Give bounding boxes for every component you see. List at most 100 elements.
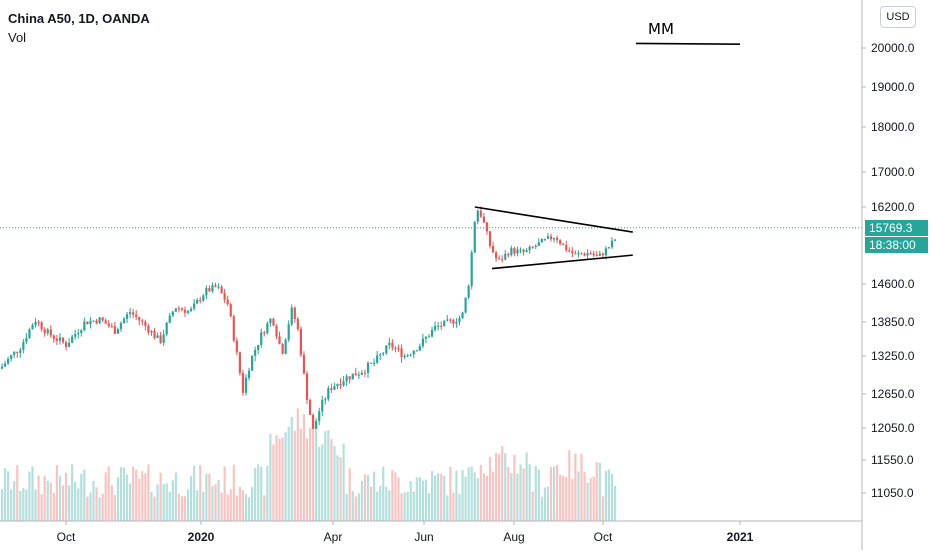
volume-bar bbox=[257, 464, 260, 521]
candle-body bbox=[479, 210, 482, 217]
volume-bar bbox=[498, 453, 501, 521]
volume-bar bbox=[552, 466, 556, 521]
candle-body bbox=[58, 337, 62, 341]
volume-bar bbox=[168, 491, 171, 521]
y-tick-label: 12650.0 bbox=[871, 387, 915, 401]
candle-body bbox=[132, 312, 135, 315]
volume-bar bbox=[74, 481, 77, 521]
candle-body bbox=[437, 325, 440, 327]
volume-bar bbox=[68, 485, 71, 521]
candle-body bbox=[613, 239, 617, 241]
candle-body bbox=[190, 308, 193, 311]
candle-body bbox=[443, 320, 446, 327]
volume-bar bbox=[427, 493, 431, 521]
volume-legend-label[interactable]: Vol bbox=[8, 30, 27, 45]
candle-body bbox=[485, 222, 489, 232]
volume-bar bbox=[513, 454, 516, 521]
candle-body bbox=[308, 399, 312, 415]
candle-body bbox=[147, 325, 150, 333]
candle-body bbox=[330, 388, 333, 390]
candle-body bbox=[135, 314, 138, 318]
volume-bar bbox=[400, 493, 403, 521]
candle-body bbox=[208, 288, 211, 292]
volume-bar bbox=[360, 480, 363, 521]
volume-bar bbox=[330, 439, 333, 521]
candle-body bbox=[601, 253, 604, 256]
candle-body bbox=[86, 321, 89, 325]
candle-body bbox=[272, 318, 275, 326]
candle-body bbox=[284, 339, 287, 354]
candle-body bbox=[92, 320, 95, 322]
volume-bar bbox=[251, 487, 254, 521]
volume-bar bbox=[13, 481, 16, 521]
volume-bar bbox=[229, 489, 232, 521]
volume-bar bbox=[403, 492, 406, 521]
volume-bar bbox=[461, 470, 464, 521]
volume-bar bbox=[357, 493, 360, 521]
trendline-2[interactable] bbox=[491, 254, 633, 270]
candle-body bbox=[113, 326, 116, 334]
volume-bar bbox=[7, 471, 10, 521]
volume-bar bbox=[601, 496, 604, 521]
volume-bar bbox=[52, 492, 55, 521]
candle-body bbox=[388, 342, 391, 346]
volume-layer bbox=[0, 408, 617, 521]
volume-bar bbox=[455, 470, 458, 521]
volume-bar bbox=[156, 484, 159, 521]
volume-bar bbox=[183, 496, 187, 521]
volume-bar bbox=[430, 471, 434, 521]
volume-bar bbox=[241, 490, 245, 521]
volume-bar bbox=[244, 494, 248, 521]
volume-bar bbox=[46, 480, 49, 521]
candle-body bbox=[482, 216, 485, 223]
volume-bar bbox=[238, 486, 241, 521]
volume-bar bbox=[312, 428, 315, 521]
volume-bar bbox=[77, 488, 80, 521]
trendline-1[interactable] bbox=[474, 206, 633, 233]
candle-body bbox=[528, 246, 531, 251]
symbol-title[interactable]: China A50, 1D, OANDA bbox=[8, 11, 150, 26]
volume-bar bbox=[129, 483, 132, 521]
volume-bar bbox=[421, 480, 424, 521]
candle-body bbox=[43, 329, 46, 334]
candle-body bbox=[211, 285, 214, 292]
candle-body bbox=[562, 243, 565, 245]
volume-bar bbox=[315, 421, 318, 521]
volume-bar bbox=[305, 438, 309, 521]
volume-bar bbox=[479, 464, 482, 521]
candle-body bbox=[568, 250, 571, 252]
volume-bar bbox=[531, 491, 534, 521]
volume-bar bbox=[549, 466, 553, 521]
x-tick-label: Jun bbox=[414, 530, 433, 544]
candle-body bbox=[10, 355, 13, 359]
y-tick-label: 19000.0 bbox=[871, 80, 915, 94]
volume-bar bbox=[263, 495, 266, 521]
volume-bar bbox=[391, 470, 394, 521]
candle-body bbox=[107, 323, 110, 327]
volume-bar bbox=[37, 475, 40, 521]
volume-bar bbox=[589, 478, 592, 521]
candle-body bbox=[13, 351, 16, 356]
currency-button[interactable]: USD bbox=[880, 6, 916, 28]
candle-body bbox=[321, 400, 324, 412]
volume-bar bbox=[366, 475, 370, 521]
candle-body bbox=[116, 329, 119, 334]
candle-body bbox=[510, 248, 513, 256]
candle-body bbox=[327, 388, 330, 400]
trendline-3[interactable] bbox=[635, 42, 741, 45]
volume-bar bbox=[583, 471, 586, 521]
volume-bar bbox=[284, 432, 287, 521]
volume-bar bbox=[595, 462, 598, 521]
candle-body bbox=[577, 253, 580, 255]
candle-body bbox=[531, 246, 534, 248]
volume-bar bbox=[40, 494, 43, 521]
candle-body bbox=[55, 338, 58, 341]
candle-body bbox=[434, 325, 437, 330]
candle-body bbox=[559, 240, 562, 244]
candle-body bbox=[366, 362, 370, 373]
candle-body bbox=[339, 383, 342, 386]
drawings-layer[interactable] bbox=[474, 42, 741, 270]
candle-body bbox=[315, 421, 318, 429]
